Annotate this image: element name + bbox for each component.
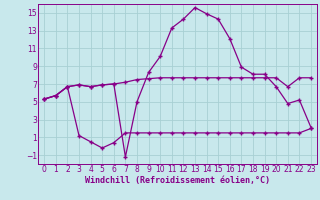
X-axis label: Windchill (Refroidissement éolien,°C): Windchill (Refroidissement éolien,°C) (85, 176, 270, 185)
